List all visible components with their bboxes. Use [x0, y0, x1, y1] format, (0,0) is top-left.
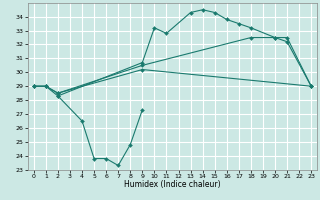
- X-axis label: Humidex (Indice chaleur): Humidex (Indice chaleur): [124, 180, 221, 189]
